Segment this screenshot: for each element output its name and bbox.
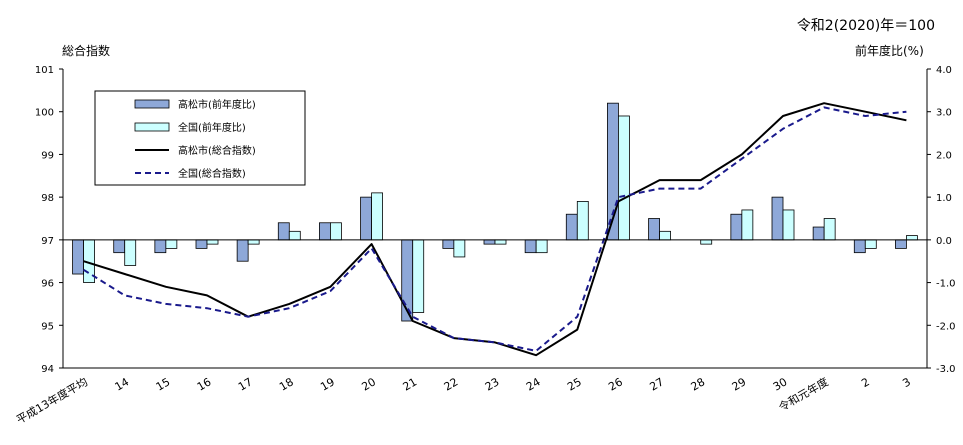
- legend-label-0: 高松市(前年度比): [178, 98, 256, 111]
- left-tick-label: 97: [41, 236, 54, 247]
- legend-label-2: 高松市(総合指数): [178, 144, 256, 157]
- x-tick-label: 平成13年度平均: [14, 374, 90, 426]
- bar-takamatsu-7: [360, 196, 372, 241]
- x-tick-label: 29: [730, 375, 749, 393]
- x-tick-label: 18: [277, 375, 296, 393]
- bar-takamatsu-12: [565, 213, 578, 241]
- bar-national-15: [700, 239, 713, 245]
- bar-national-11: [535, 239, 548, 254]
- left-tick-label: 101: [35, 65, 54, 76]
- bar-national-9: [453, 239, 466, 258]
- bar-takamatsu-17: [771, 196, 784, 241]
- chart-note: 令和2(2020)年＝100: [797, 18, 935, 34]
- x-tick-label: 17: [236, 375, 255, 393]
- x-tick-label: 27: [647, 375, 666, 393]
- bar-national-4: [247, 239, 260, 245]
- right-tick-label: -3.0: [936, 364, 956, 375]
- left-axis-title: 総合指数: [62, 43, 110, 58]
- left-tick-label: 100: [35, 108, 54, 119]
- bar-takamatsu-0: [72, 239, 84, 275]
- x-tick-label: 28: [689, 375, 708, 393]
- legend-box: [94, 90, 306, 186]
- bar-takamatsu-1: [113, 239, 126, 254]
- left-tick-label: 98: [41, 193, 54, 204]
- bar-national-10: [494, 239, 507, 245]
- bar-national-6: [330, 222, 342, 241]
- bar-takamatsu-2: [154, 239, 167, 254]
- x-tick-label: 26: [606, 375, 625, 393]
- bar-takamatsu-10: [483, 239, 496, 245]
- x-tick-label: 25: [565, 375, 584, 393]
- x-tick-label: 22: [442, 375, 461, 393]
- bar-national-16: [741, 209, 754, 241]
- x-tick-label: 15: [154, 375, 173, 393]
- bar-national-5: [288, 230, 301, 241]
- bars-layer: [72, 102, 918, 322]
- bar-national-20: [906, 235, 918, 241]
- bar-takamatsu-20: [895, 239, 907, 249]
- right-tick-label: 0.0: [936, 236, 952, 247]
- right-tick-label: 1.0: [936, 193, 952, 204]
- bar-takamatsu-5: [277, 222, 290, 241]
- bar-national-18: [823, 218, 836, 241]
- bar-national-13: [618, 115, 630, 241]
- lines-layer: [83, 102, 907, 357]
- bar-takamatsu-6: [319, 222, 331, 241]
- right-axis-title: 前年度比(%): [855, 43, 924, 58]
- x-tick-label: 30: [771, 375, 790, 393]
- x-tick-label: 14: [113, 375, 132, 393]
- bar-national-8: [412, 239, 425, 313]
- left-tick-label: 94: [41, 364, 54, 375]
- bar-takamatsu-11: [524, 239, 537, 254]
- left-tick-label: 95: [41, 321, 54, 332]
- bar-takamatsu-4: [236, 239, 249, 262]
- bar-takamatsu-3: [195, 239, 208, 249]
- line-national-index: [83, 106, 907, 352]
- bar-takamatsu-9: [442, 239, 455, 249]
- bar-takamatsu-18: [812, 226, 825, 241]
- x-tick-label: 23: [483, 375, 502, 393]
- right-tick-label: 3.0: [936, 108, 952, 119]
- x-tick-label: 20: [359, 375, 378, 393]
- bar-takamatsu-14: [648, 218, 660, 241]
- legend: 高松市(前年度比) 全国(前年度比) 高松市(総合指数) 全国(総合指数): [94, 90, 306, 186]
- x-tick-label: 16: [195, 375, 214, 393]
- left-tick-label: 96: [41, 279, 54, 290]
- right-tick-label: 4.0: [936, 65, 952, 76]
- x-tick-label: 21: [401, 375, 420, 393]
- legend-label-1: 全国(前年度比): [178, 121, 246, 134]
- legend-label-3: 全国(総合指数): [178, 167, 246, 180]
- bar-national-19: [864, 239, 877, 249]
- left-tick-label: 99: [41, 150, 54, 161]
- bar-takamatsu-19: [853, 239, 866, 254]
- line-takamatsu-index: [83, 102, 907, 357]
- legend-swatch-0: [134, 99, 170, 109]
- x-tick-label: 24: [524, 375, 543, 393]
- bar-takamatsu-16: [730, 213, 743, 241]
- legend-swatch-1: [134, 122, 170, 132]
- bar-national-12: [576, 201, 589, 241]
- bar-national-3: [206, 239, 219, 245]
- right-tick-label: 2.0: [936, 150, 952, 161]
- x-tick-label: 2: [859, 375, 872, 390]
- right-tick-label: -1.0: [936, 279, 956, 290]
- bar-national-1: [124, 239, 137, 266]
- x-tick-label: 3: [900, 375, 913, 390]
- x-tick-label: 19: [318, 375, 337, 393]
- right-tick-label: -2.0: [936, 321, 956, 332]
- bar-national-17: [782, 209, 795, 241]
- bar-national-2: [165, 239, 178, 249]
- bar-national-7: [371, 192, 383, 241]
- bar-national-14: [659, 230, 671, 241]
